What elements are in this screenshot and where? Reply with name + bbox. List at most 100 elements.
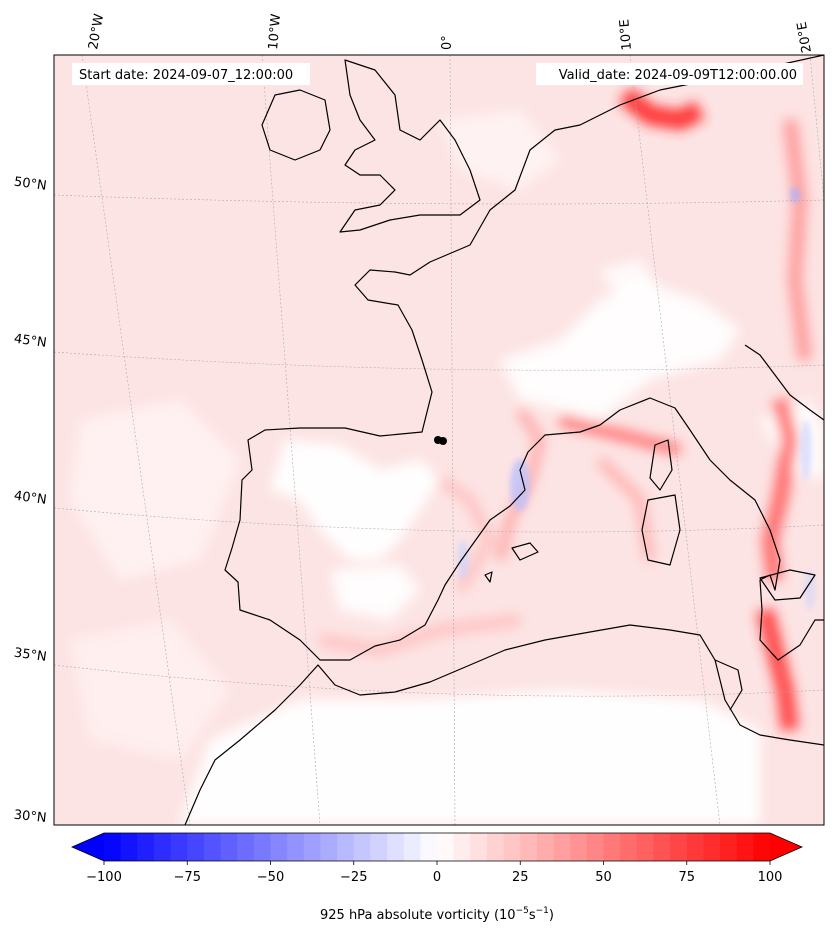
parallel-40n <box>54 507 824 533</box>
negative-vorticity-patches <box>457 187 816 610</box>
colorbar-tick-label: 0 <box>433 870 441 885</box>
meridian-0 <box>449 55 456 825</box>
colorbar-swatch <box>120 833 138 861</box>
low-vorticity-atlantic-south <box>70 620 230 760</box>
colorbar-tick-label: −75 <box>174 870 201 885</box>
colorbar-tick-label: −100 <box>86 870 122 885</box>
negative-vorticity-north <box>790 187 800 203</box>
colorbar-swatch <box>203 833 222 861</box>
map-frame <box>53 54 825 826</box>
longitude-labels: 20°W 10°W 0° 10°E 20°E <box>86 13 815 54</box>
low-vorticity-iberia <box>270 440 440 560</box>
coast-mainland-europe <box>224 55 824 661</box>
marker-dot-2 <box>439 437 447 445</box>
colorbar-tick-label: −50 <box>257 870 284 885</box>
colorbar-swatch <box>187 833 205 861</box>
colorbar-swatch <box>620 833 638 861</box>
colorbar-swatch <box>536 833 555 861</box>
colorbar-swatch <box>586 833 605 861</box>
lat-label-30n: 30°N <box>13 808 47 826</box>
colorbar: −100 −75 −50 −25 0 25 50 75 100 925 hPa absolute… <box>71 832 803 923</box>
colorbar-tick-label: 100 <box>758 870 783 885</box>
coast-corsica <box>649 439 673 491</box>
high-vorticity-north <box>618 87 705 131</box>
colorbar-swatch <box>320 833 338 861</box>
colorbar-swatch <box>670 833 688 861</box>
colorbar-swatch <box>486 833 505 861</box>
colorbar-swatch <box>636 833 655 861</box>
colorbar-label-mid: s <box>529 908 536 923</box>
colorbar-swatch <box>287 833 305 861</box>
coast-ireland <box>261 89 331 161</box>
meridian-10w <box>261 55 321 825</box>
graticule <box>54 55 824 825</box>
map-panel: Start date: 2024-09-07_12:00:00 Valid_da… <box>54 55 824 825</box>
negative-vorticity-valencia <box>457 540 469 580</box>
colorbar-label-main: 925 hPa absolute vorticity (10 <box>320 908 516 923</box>
coast-sicily <box>759 569 816 601</box>
high-vorticity-sicily-channel <box>756 607 799 732</box>
lat-label-45n: 45°N <box>13 332 48 351</box>
valid-date-box <box>536 63 803 85</box>
colorbar-swatch <box>403 833 421 861</box>
colorbar-extend-high <box>770 833 802 861</box>
colorbar-swatch <box>736 833 754 861</box>
colorbar-swatch <box>703 833 721 861</box>
colorbar-label-exp1: −5 <box>516 906 529 916</box>
meridian-20w <box>81 55 191 825</box>
colorbar-swatch <box>137 833 155 861</box>
latitude-labels: 50°N 45°N 40°N 35°N 30°N <box>13 175 48 826</box>
low-vorticity-iberia-south <box>330 565 420 620</box>
colorbar-swatch <box>520 833 538 861</box>
cyclone-marker <box>434 436 447 445</box>
lon-label-20w: 20°W <box>86 13 107 51</box>
low-vorticity-sahara <box>180 690 760 825</box>
lon-label-20e: 20°E <box>795 21 815 54</box>
colorbar-swatch <box>653 833 671 861</box>
colorbar-label-end: ) <box>549 908 554 923</box>
high-vorticity-sardinia <box>596 456 655 561</box>
coastlines <box>184 55 824 825</box>
lon-label-10w: 10°W <box>266 13 284 50</box>
parallel-45n <box>54 351 824 371</box>
valid-date-label: Valid_date: 2024-09-09T12:00:00.00 <box>559 68 797 83</box>
high-vorticity-alboran <box>319 614 521 657</box>
colorbar-ticks: −100 −75 −50 −25 0 25 50 75 100 <box>86 861 782 885</box>
lon-label-0: 0° <box>440 35 455 50</box>
start-date-label: Start date: 2024-09-07_12:00:00 <box>79 68 293 83</box>
high-vorticity-adriatic <box>783 119 812 361</box>
coast-italy-east <box>744 344 824 421</box>
colorbar-swatch <box>104 833 122 861</box>
colorbar-swatch <box>503 833 521 861</box>
colorbar-swatch <box>353 833 371 861</box>
colorbar-tick-label: 25 <box>512 870 529 885</box>
start-date-box <box>72 63 310 85</box>
colorbar-tick-label: 50 <box>595 870 612 885</box>
low-vorticity-alps <box>500 280 740 420</box>
high-vorticity-gulf-lion <box>495 407 546 562</box>
colorbar-label: 925 hPa absolute vorticity (10−5s−1) <box>320 906 554 923</box>
negative-vorticity-ionian <box>804 570 816 610</box>
lat-label-40n: 40°N <box>13 489 48 508</box>
coast-sardinia <box>641 494 681 566</box>
colorbar-swatches <box>104 833 771 861</box>
meridian-10e <box>629 55 721 825</box>
coast-ibiza <box>484 571 493 583</box>
low-vorticity-atlantic <box>70 400 240 580</box>
colorbar-swatch <box>453 833 471 861</box>
colorbar-swatch <box>437 833 455 861</box>
meridian-20e <box>809 55 824 201</box>
colorbar-label-exp2: −1 <box>536 906 549 916</box>
low-vorticity-germany <box>600 260 660 300</box>
negative-vorticity-adriatic <box>800 420 812 480</box>
colorbar-swatch <box>237 833 255 861</box>
colorbar-swatch <box>603 833 621 861</box>
negative-vorticity-balearic <box>510 459 530 511</box>
lat-label-35n: 35°N <box>13 646 48 665</box>
colorbar-swatch <box>570 833 588 861</box>
colorbar-swatch <box>753 833 771 861</box>
colorbar-swatch <box>220 833 238 861</box>
parallel-50n <box>54 194 824 205</box>
colorbar-tick-label: 75 <box>678 870 695 885</box>
